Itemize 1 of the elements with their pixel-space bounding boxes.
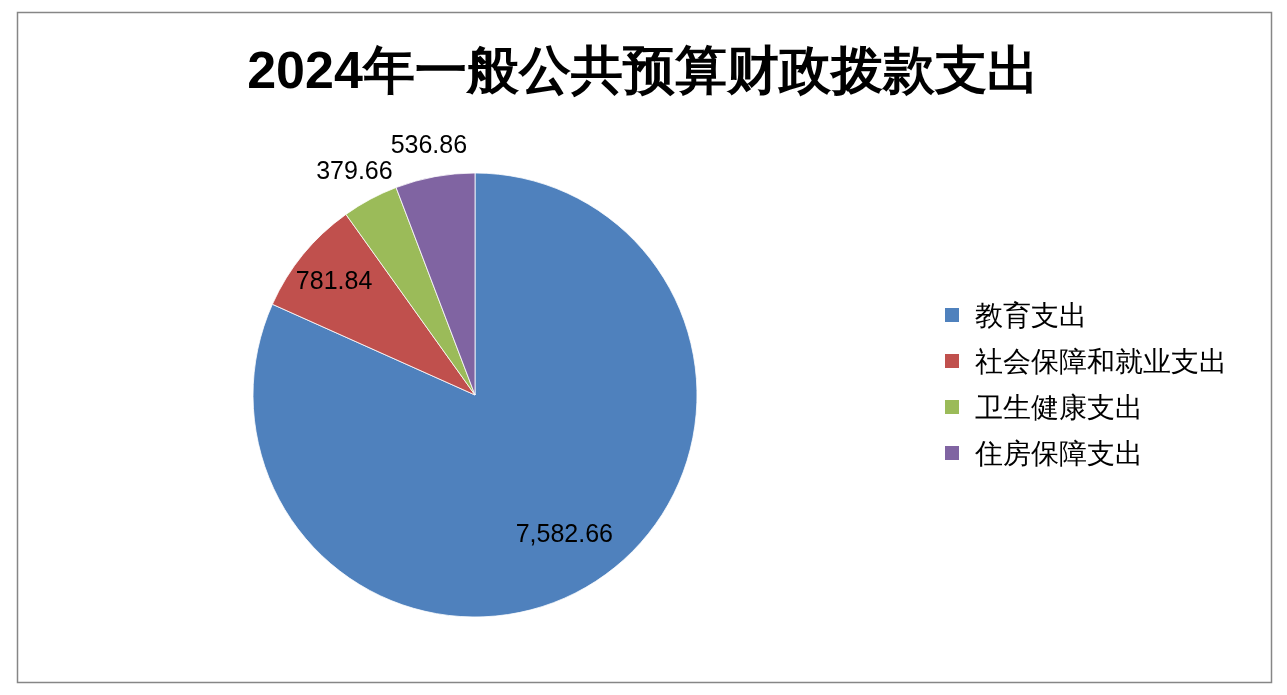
title: 2024年一般公共预算财政拨款支出 [247,41,1039,99]
